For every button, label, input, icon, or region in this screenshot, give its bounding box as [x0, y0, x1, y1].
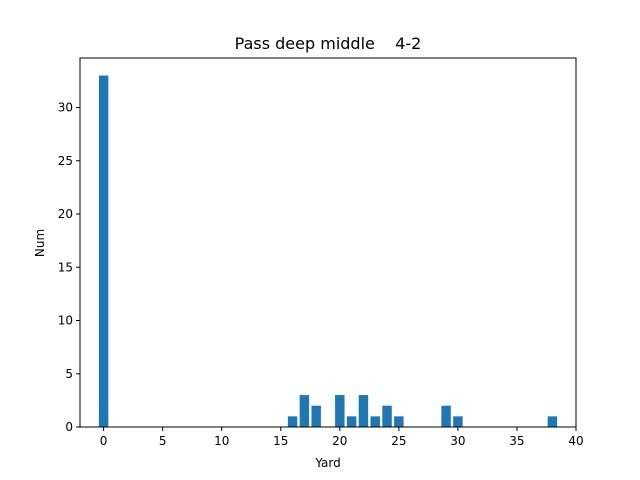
x-tick-label: 30 [450, 434, 465, 448]
y-axis-label: Num [33, 229, 47, 257]
y-axis-ticks: 0 5 10 15 20 25 30 [58, 101, 80, 434]
x-tick-label: 35 [509, 434, 524, 448]
x-tick-label: 5 [159, 434, 167, 448]
x-tick-label: 25 [391, 434, 406, 448]
bar-yard-24 [382, 405, 392, 427]
bars-group [98, 75, 558, 428]
bar-yard-21 [346, 416, 357, 427]
y-tick-label: 15 [58, 260, 73, 274]
x-tick-label: 0 [100, 434, 108, 448]
bar-yard-16 [287, 416, 298, 427]
x-axis-label: Yard [314, 456, 340, 470]
bar-yard-25 [394, 416, 404, 427]
x-tick-label: 40 [568, 434, 583, 448]
y-tick-label: 5 [65, 367, 73, 381]
x-axis-ticks: 0 5 10 15 20 25 30 35 40 [100, 427, 584, 448]
x-tick-label: 10 [214, 434, 229, 448]
plot-frame [79, 57, 577, 428]
y-tick-label: 25 [58, 154, 73, 168]
bar-yard-0 [98, 75, 109, 428]
y-tick-label: 20 [58, 207, 73, 221]
y-tick-label: 30 [58, 101, 73, 115]
bar-yard-20 [335, 395, 345, 427]
bar-yard-29 [441, 405, 451, 427]
y-tick-label: 10 [58, 314, 73, 328]
bar-yard-17 [299, 395, 310, 427]
bar-yard-38 [547, 416, 558, 427]
x-tick-label: 15 [273, 434, 288, 448]
bar-yard-22 [358, 395, 369, 427]
bar-yard-18 [311, 405, 321, 427]
chart-title: Pass deep middle 4-2 [235, 34, 422, 53]
bar-yard-30 [453, 416, 463, 427]
x-tick-label: 20 [332, 434, 347, 448]
bar-yard-23 [370, 416, 380, 427]
y-tick-label: 0 [65, 420, 73, 434]
